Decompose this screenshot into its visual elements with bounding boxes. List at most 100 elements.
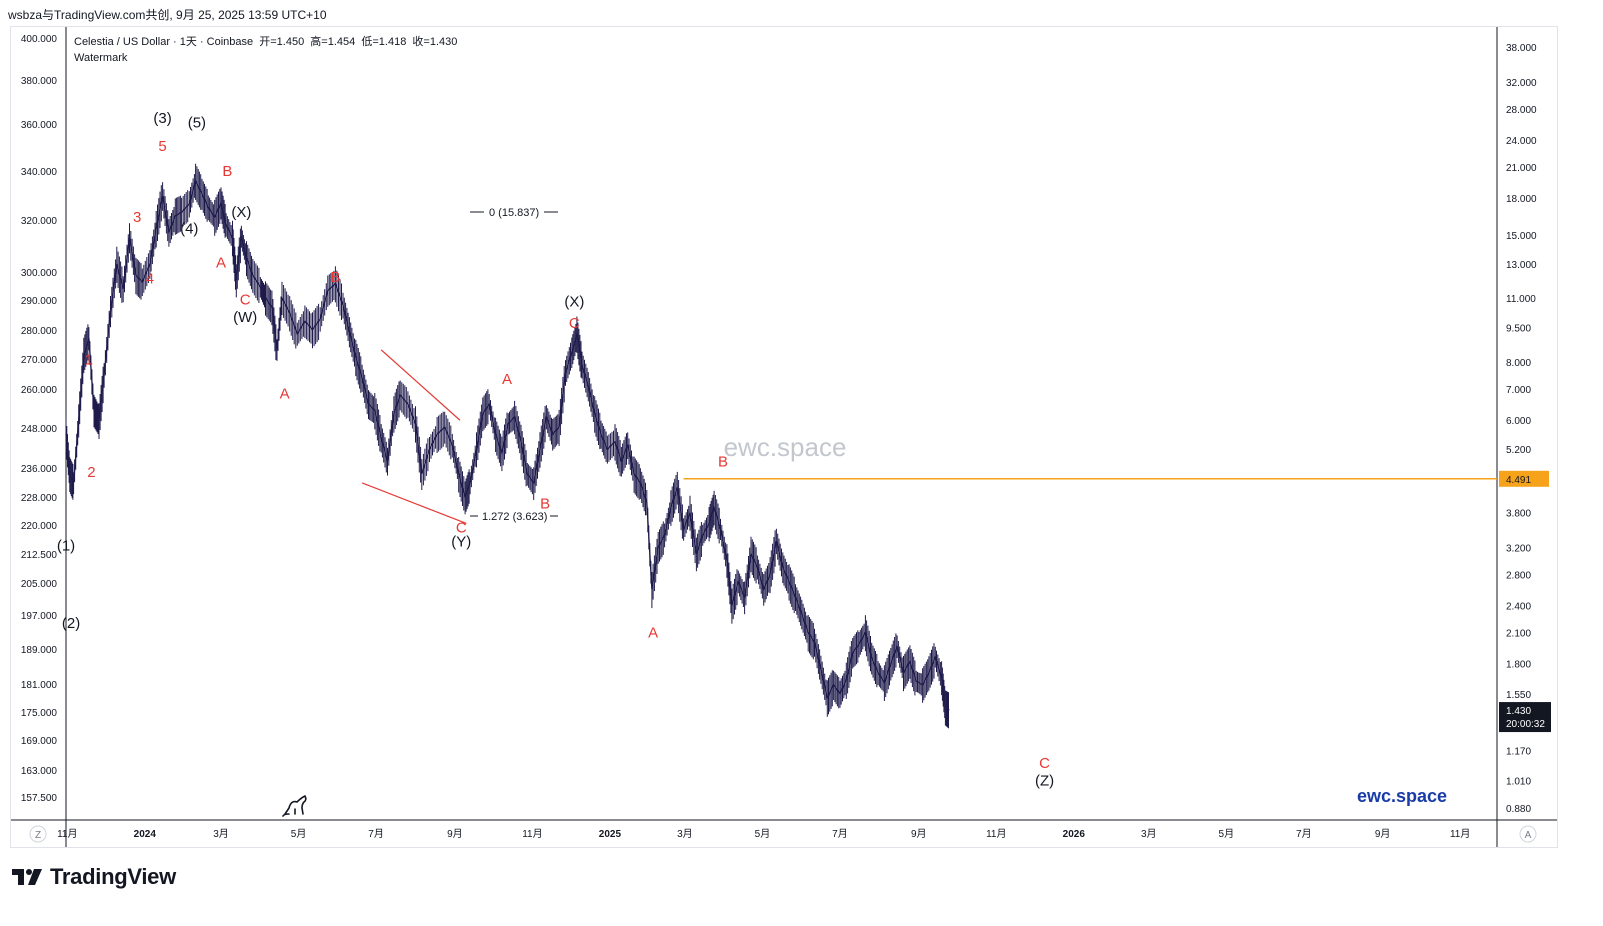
- time-axis-tick-label: 9月: [1375, 828, 1391, 840]
- wave-label: B: [222, 163, 232, 180]
- time-axis-tick-label: 3月: [1141, 828, 1157, 840]
- tradingview-logo-icon: [12, 869, 42, 885]
- time-axis-tick-label: 11月: [522, 828, 542, 840]
- left-axis-tick-label: 400.000: [21, 34, 58, 45]
- wave-label: (5): [188, 114, 206, 131]
- left-axis-tick-label: 248.000: [21, 424, 58, 435]
- watermark-legend: Watermark: [74, 52, 128, 64]
- corner-label-right: A: [1525, 830, 1532, 841]
- right-axis-tick-label: 32.000: [1506, 78, 1537, 89]
- wave-label: (1): [57, 537, 75, 554]
- share-header: wsbza与TradingView.com共创, 9月 25, 2025 13:…: [8, 8, 327, 22]
- left-axis-tick-label: 260.000: [21, 385, 58, 396]
- left-axis-tick-label: 197.000: [21, 611, 58, 622]
- left-axis-tick-label: 360.000: [21, 120, 58, 131]
- wave-label: 3: [133, 209, 141, 226]
- dinosaur-icon[interactable]: [282, 795, 307, 817]
- wave-label: A: [648, 624, 658, 641]
- right-axis-tick-label: 2.400: [1506, 601, 1531, 612]
- symbol-legend: Celestia / US Dollar · 1天 · Coinbase 开=1…: [74, 34, 457, 48]
- left-axis-tick-label: 300.000: [21, 268, 58, 279]
- fib-level-1272: 1.272 (3.623): [482, 511, 547, 523]
- left-axis-tick-label: 280.000: [21, 326, 58, 337]
- left-axis-tick-label: 189.000: [21, 645, 58, 656]
- wave-label: (3): [153, 110, 171, 127]
- right-axis-tick-label: 11.000: [1506, 294, 1536, 305]
- left-axis-tick-label: 205.000: [21, 579, 58, 590]
- time-axis-tick-label: 2026: [1063, 829, 1086, 840]
- auto-scale-button: [1519, 825, 1537, 843]
- wave-label: (X): [231, 204, 251, 221]
- time-axis-tick-label: 5月: [1219, 828, 1235, 840]
- time-axis-tick-label: 7月: [368, 828, 384, 840]
- time-axis-tick-label: 3月: [213, 828, 229, 840]
- right-axis-tick-label: 2.800: [1506, 570, 1531, 581]
- left-axis-tick-label: 236.000: [21, 464, 58, 475]
- time-axis-tick-label: 11月: [57, 828, 77, 840]
- time-axis-tick-label: 7月: [1296, 828, 1312, 840]
- fib-level-0: 0 (15.837): [489, 207, 539, 219]
- right-axis-tick-label: 5.200: [1506, 445, 1531, 456]
- wave-label: A: [502, 371, 512, 388]
- wave-label: B: [540, 496, 550, 513]
- right-axis-tick-label: 38.000: [1506, 43, 1537, 54]
- right-axis-tick-label: 8.000: [1506, 358, 1531, 369]
- left-price-axis: 400.000 380.000 360.000 340.000 320.000 300.0…: [21, 34, 58, 804]
- wave-label: B: [718, 454, 728, 471]
- brand-watermark: ewc.space: [1357, 786, 1447, 806]
- time-axis-tick-label: 5月: [291, 828, 307, 840]
- left-axis-tick-label: 380.000: [21, 76, 58, 87]
- left-axis-tick-label: 175.000: [21, 708, 58, 719]
- right-axis-tick-label: 21.000: [1506, 163, 1537, 174]
- wave-label: C: [456, 519, 467, 536]
- wave-label: C: [1039, 755, 1050, 772]
- right-axis-tick-label: 9.500: [1506, 323, 1531, 334]
- right-axis-tick-label: 0.880: [1506, 804, 1531, 815]
- time-axis-tick-label: 9月: [911, 828, 927, 840]
- right-axis-tick-label: 1.430: [1506, 706, 1531, 717]
- tradingview-logo[interactable]: TradingView: [12, 864, 176, 890]
- wave-label: A: [280, 385, 290, 402]
- time-axis-tick-label: 11月: [1450, 828, 1470, 840]
- right-axis-tick-label: 2.100: [1506, 628, 1531, 639]
- left-axis-tick-label: 163.000: [21, 766, 58, 777]
- watermark-text: ewc.space: [724, 432, 847, 462]
- wave-label: 1: [85, 352, 93, 369]
- countdown-label: 20:00:32: [1506, 719, 1545, 730]
- time-axis: 11月 2024 3月 5月 7月 9月 11月 2025 3月 5月 7月 9月 11月 2026 3月 5…: [57, 828, 1470, 840]
- wave-label: C: [240, 292, 251, 309]
- wave-label: C: [569, 315, 580, 332]
- trendline-layer: [361, 349, 467, 525]
- time-axis-tick-label: 2025: [599, 829, 622, 840]
- corner-label-left: Z: [35, 830, 41, 841]
- right-axis-tick-label: 1.170: [1506, 747, 1531, 758]
- time-axis-tick-label: 3月: [677, 828, 693, 840]
- wave-label: B: [330, 269, 340, 286]
- right-axis-tick-label: 1.800: [1506, 660, 1531, 671]
- right-axis-tick-label: 15.000: [1506, 231, 1537, 242]
- wedge-trendline: [380, 349, 461, 421]
- wave-label: (4): [180, 220, 198, 237]
- right-axis-tick-label: 18.000: [1506, 194, 1537, 205]
- left-axis-tick-label: 228.000: [21, 493, 58, 504]
- time-axis-tick-label: 2024: [134, 829, 157, 840]
- wave-label: A: [216, 254, 226, 271]
- left-axis-tick-label: 169.000: [21, 736, 58, 747]
- tradingview-logo-text: TradingView: [50, 864, 176, 889]
- left-axis-tick-label: 290.000: [21, 296, 58, 307]
- wedge-trendline: [361, 482, 467, 525]
- wave-annotation-layer: (3) (5)5B(X)3(4)A4 BC(W)(X)C1AAB2BC(Y)(1)A…: [57, 110, 1054, 790]
- right-axis-tick-label: 3.800: [1506, 509, 1531, 520]
- wave-label: (X): [564, 293, 584, 310]
- chart-frame: [10, 26, 1558, 848]
- left-axis-tick-label: 220.000: [21, 521, 58, 532]
- left-axis-tick-label: 340.000: [21, 167, 58, 178]
- right-axis-tick-label: 6.000: [1506, 416, 1531, 427]
- price-series-layer: [65, 163, 950, 729]
- wave-label: (Y): [451, 534, 471, 551]
- time-axis-tick-label: 9月: [447, 828, 463, 840]
- right-axis-tick-label: 3.200: [1506, 543, 1531, 554]
- wave-label: 2: [87, 464, 95, 481]
- right-axis-tick-label: 7.000: [1506, 385, 1531, 396]
